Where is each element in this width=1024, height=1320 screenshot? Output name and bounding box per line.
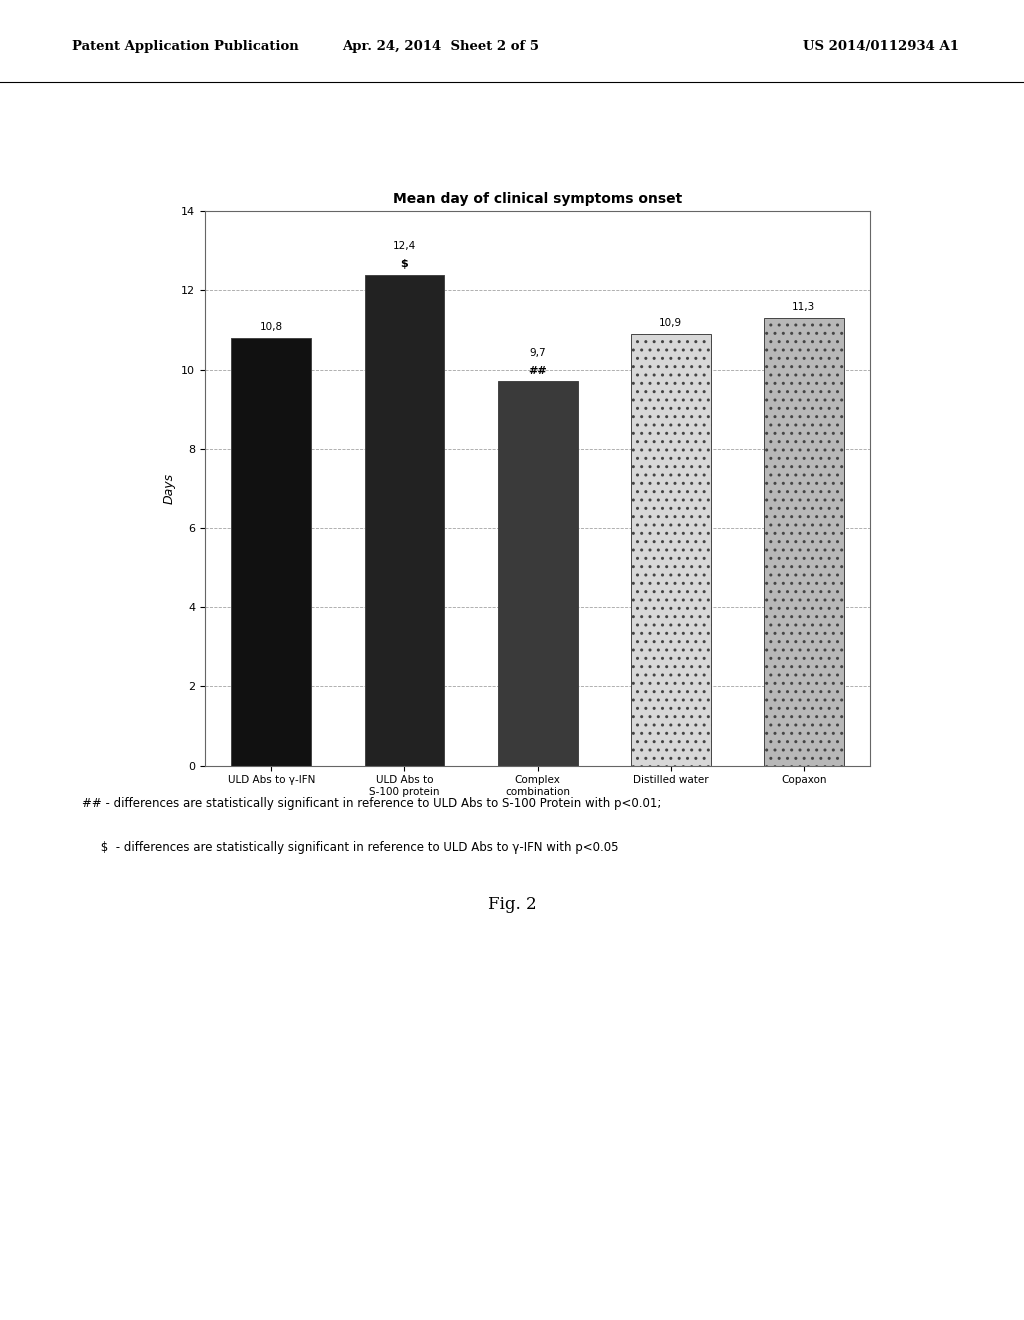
- Bar: [764, 318, 844, 766]
- Y-axis label: Days: Days: [163, 473, 175, 504]
- Text: US 2014/0112934 A1: US 2014/0112934 A1: [803, 40, 958, 53]
- Text: Fig. 2: Fig. 2: [487, 896, 537, 912]
- Bar: [498, 381, 578, 766]
- Text: Apr. 24, 2014  Sheet 2 of 5: Apr. 24, 2014 Sheet 2 of 5: [342, 40, 539, 53]
- Text: 12,4: 12,4: [393, 240, 416, 251]
- Bar: [231, 338, 311, 766]
- Text: 10,8: 10,8: [260, 322, 283, 333]
- Text: $: $: [400, 259, 409, 269]
- Text: ## - differences are statistically significant in reference to ULD Abs to S-100 : ## - differences are statistically signi…: [82, 797, 662, 810]
- Text: 11,3: 11,3: [793, 302, 815, 313]
- Title: Mean day of clinical symptoms onset: Mean day of clinical symptoms onset: [393, 191, 682, 206]
- Text: Patent Application Publication: Patent Application Publication: [72, 40, 298, 53]
- Bar: [365, 275, 444, 766]
- Text: 10,9: 10,9: [659, 318, 682, 327]
- Bar: [631, 334, 711, 766]
- Text: ##: ##: [528, 366, 547, 376]
- Text: $  - differences are statistically significant in reference to ULD Abs to γ-IFN : $ - differences are statistically signif…: [82, 841, 618, 854]
- Text: 9,7: 9,7: [529, 347, 546, 358]
